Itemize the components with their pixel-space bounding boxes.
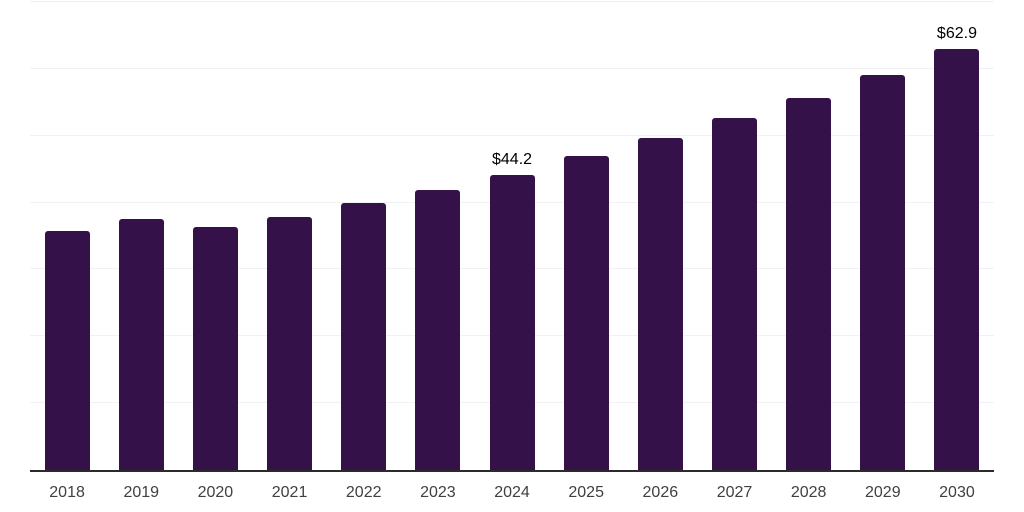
bar-2029[interactable] xyxy=(860,74,906,470)
x-tick-label-2027: 2027 xyxy=(716,484,753,501)
bar-slot-2023 xyxy=(401,2,475,470)
bar-slot-2029 xyxy=(846,2,920,470)
bar-2020[interactable] xyxy=(192,227,238,470)
bar-slot-2026 xyxy=(623,2,697,470)
bar-2021[interactable] xyxy=(267,216,313,470)
bar-slot-2019 xyxy=(104,2,178,470)
bar-slot-2021 xyxy=(252,2,326,470)
x-tick-label-2022: 2022 xyxy=(345,484,382,501)
bar-2028[interactable] xyxy=(786,97,832,470)
gridline-70 xyxy=(30,1,994,2)
x-tick-label-2029: 2029 xyxy=(865,484,901,501)
bar-2023[interactable] xyxy=(415,189,461,470)
bar-slot-2018 xyxy=(30,2,104,470)
bar-slot-2030: $62.9 xyxy=(920,2,994,470)
gridline-60 xyxy=(30,67,994,69)
bar-value-label-2024: $44.2 xyxy=(491,150,533,168)
bar-2026[interactable] xyxy=(637,137,683,470)
bar-2027[interactable] xyxy=(711,117,757,470)
bar-2024[interactable]: $44.2 xyxy=(489,151,535,470)
x-axis-labels: 2018 2019 2020 2021 2022 2023 2024 2025 2026 2027… xyxy=(30,484,994,502)
bar-2022[interactable] xyxy=(341,203,387,470)
bar-slot-2028 xyxy=(772,2,846,470)
x-tick-label-2030: 2030 xyxy=(939,484,975,501)
x-axis-line xyxy=(30,470,994,472)
bar-slot-2020 xyxy=(178,2,252,470)
x-tick-label-2020: 2020 xyxy=(197,484,234,501)
bar-slot-2027 xyxy=(697,2,771,470)
bar-2019[interactable] xyxy=(118,218,164,470)
x-tick-label-2025: 2025 xyxy=(568,484,604,501)
bars: $44.2 $62.9 xyxy=(30,2,994,470)
bar-value-label-2030: $62.9 xyxy=(936,25,977,43)
gridline-50 xyxy=(30,134,994,136)
bar-slot-2022 xyxy=(327,2,401,470)
bar-slot-2024: $44.2 xyxy=(475,2,549,470)
x-tick-label-2026: 2026 xyxy=(642,484,679,501)
x-tick-label-2024: 2024 xyxy=(494,484,530,501)
bar-2018[interactable] xyxy=(44,231,90,470)
x-tick-label-2028: 2028 xyxy=(790,484,827,501)
bar-2025[interactable] xyxy=(563,156,609,470)
bar-2030[interactable]: $62.9 xyxy=(934,25,980,470)
x-tick-label-2019: 2019 xyxy=(123,484,160,501)
x-tick-label-2018: 2018 xyxy=(49,484,85,501)
plot-area: $44.2 $62.9 xyxy=(30,1,994,470)
x-tick-label-2023: 2023 xyxy=(420,484,456,501)
bar-slot-2025 xyxy=(549,2,623,470)
x-tick-label-2021: 2021 xyxy=(271,484,308,501)
